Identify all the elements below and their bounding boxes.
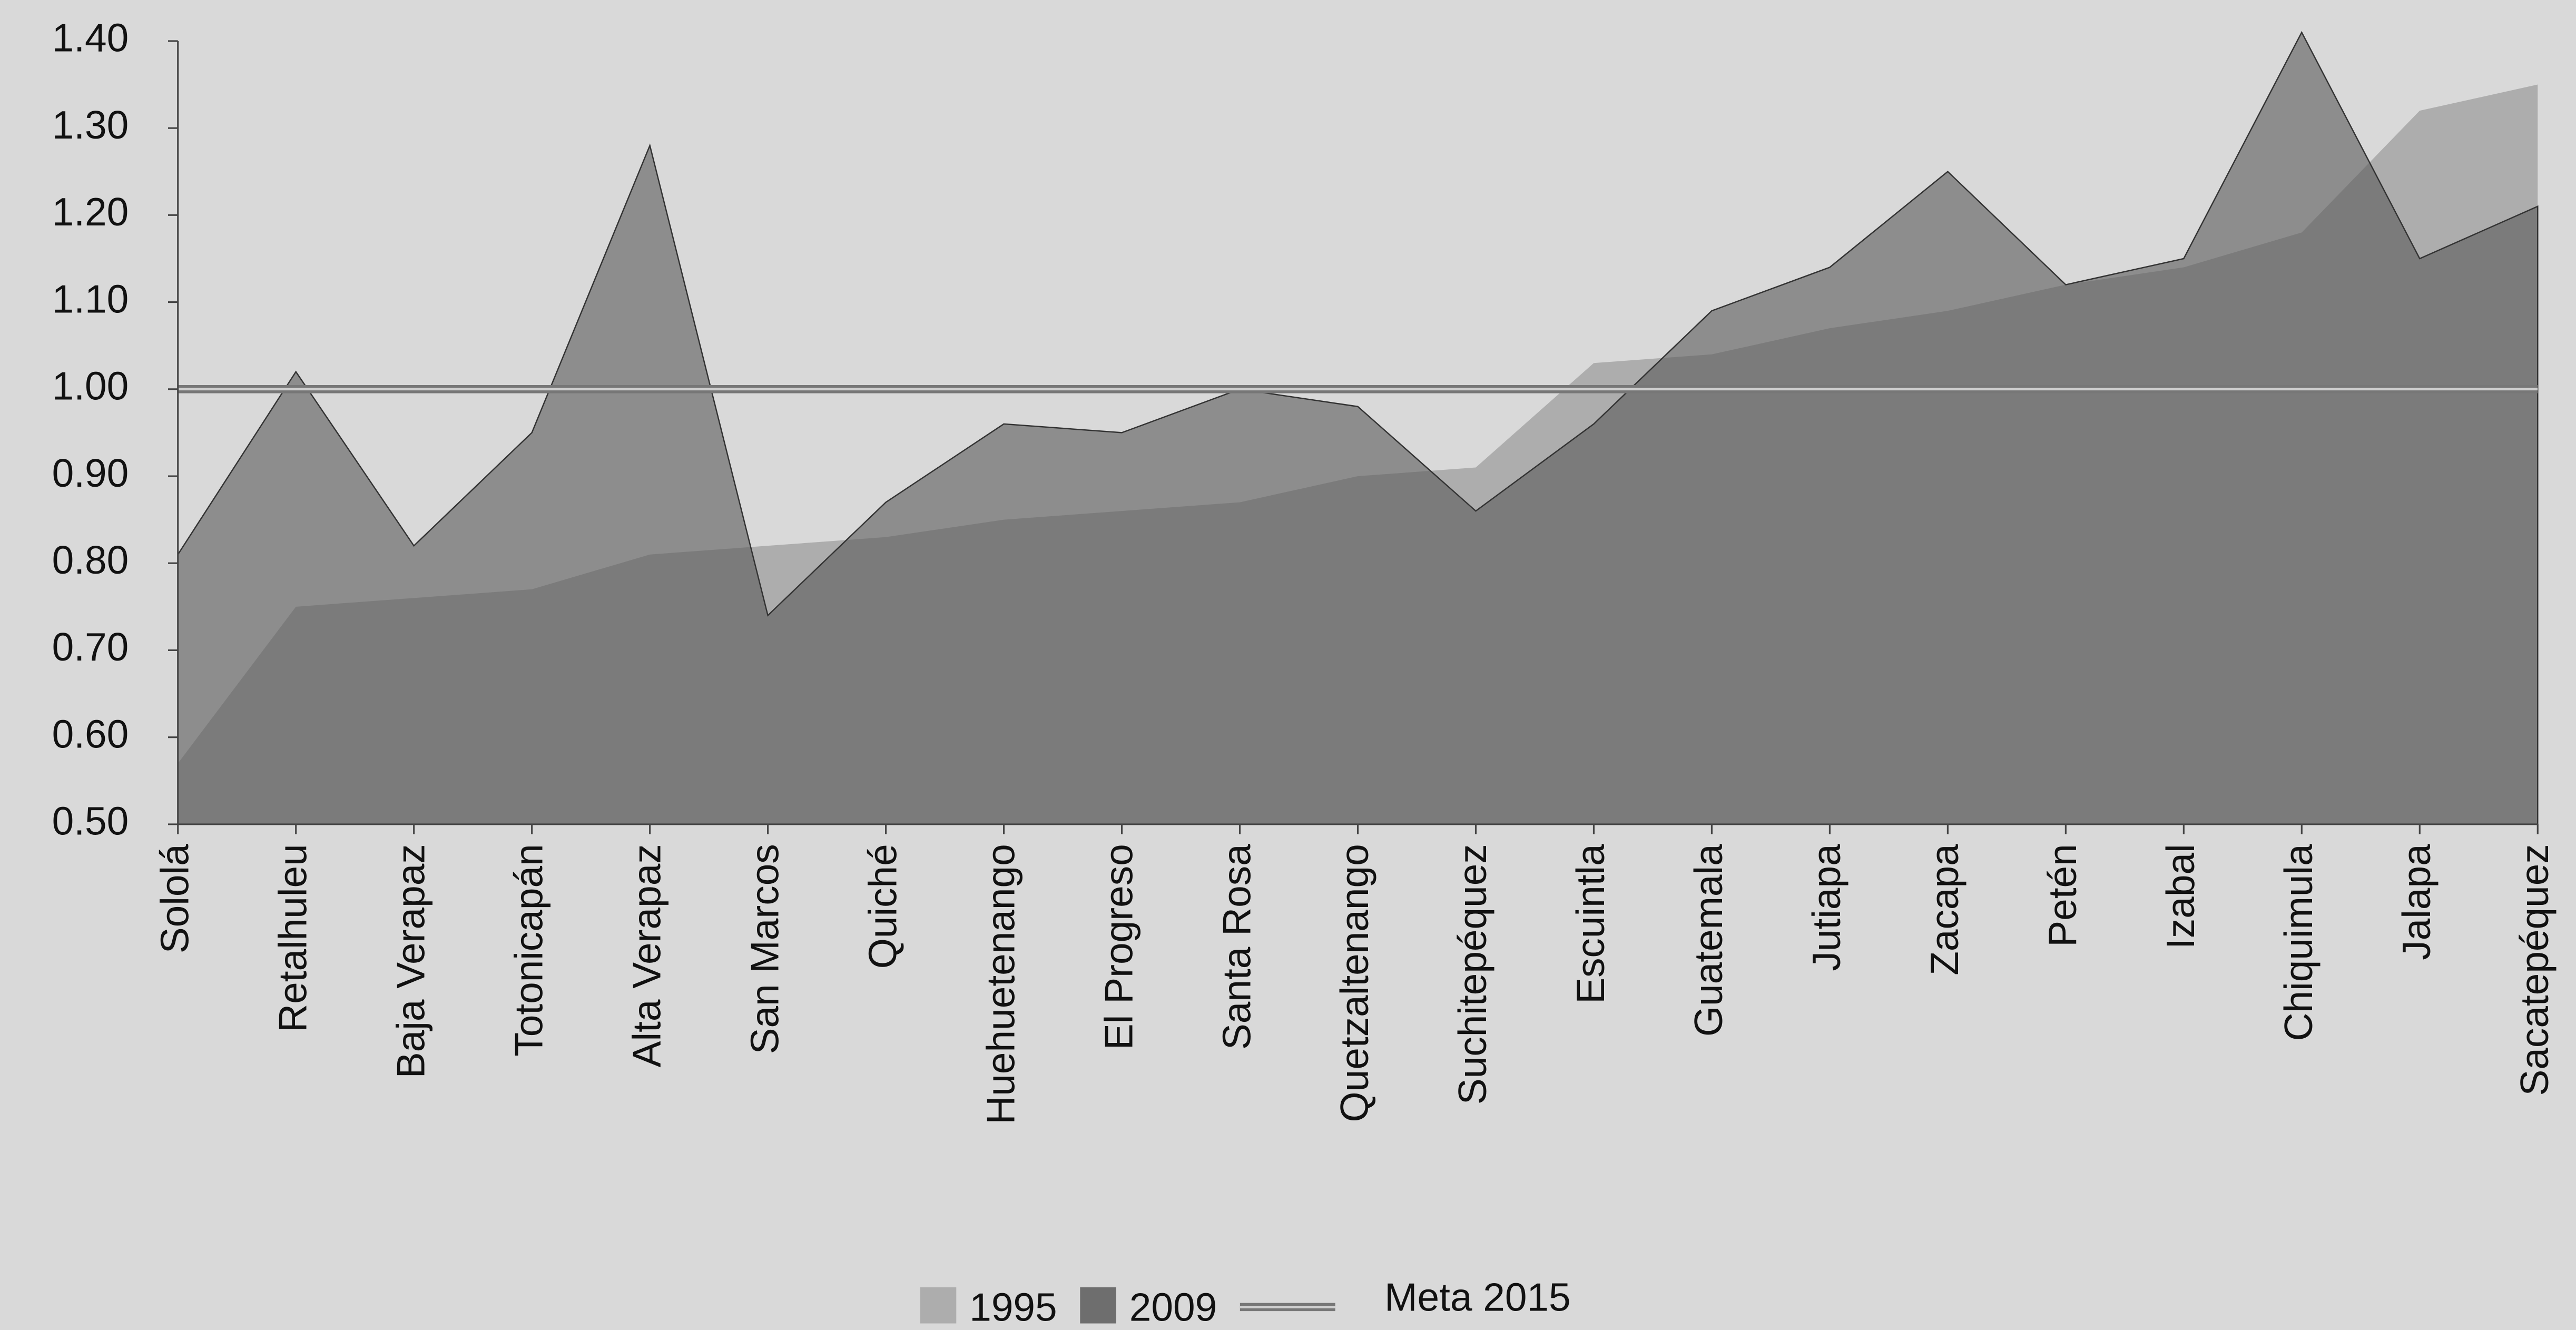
y-tick-label: 0.90: [52, 451, 129, 495]
x-tick-label: Sololá: [152, 844, 196, 953]
y-tick-label: 0.80: [52, 538, 129, 582]
x-tick-label: Izabal: [2158, 844, 2203, 949]
x-tick-label: Santa Rosa: [1214, 844, 1258, 1050]
legend-label: 2009: [1129, 1285, 1217, 1329]
y-tick-label: 0.60: [52, 712, 129, 756]
x-tick-label: Suchitepéquez: [1450, 844, 1495, 1105]
x-tick-label: Sacatepéquez: [2512, 844, 2557, 1096]
y-tick-label: 0.50: [52, 799, 129, 843]
legend-swatch: [1080, 1287, 1116, 1324]
y-tick-label: 1.10: [52, 277, 129, 321]
x-tick-label: Jutiapa: [1804, 844, 1849, 971]
legend-label: 1995: [969, 1285, 1057, 1329]
x-tick-label: Guatemala: [1686, 844, 1731, 1037]
x-tick-label: Escuintla: [1568, 844, 1613, 1004]
x-tick-label: Jalapa: [2394, 844, 2439, 960]
y-tick-label: 1.20: [52, 190, 129, 234]
y-tick-label: 1.40: [52, 16, 129, 60]
y-tick-label: 1.30: [52, 103, 129, 147]
x-tick-label: Retalhuleu: [270, 844, 314, 1032]
legend-swatch: [920, 1287, 957, 1324]
x-tick-label: San Marcos: [742, 844, 786, 1054]
x-tick-label: Quetzaltenango: [1332, 844, 1377, 1122]
x-tick-label: El Progreso: [1096, 844, 1140, 1050]
x-tick-label: Zacapa: [1922, 844, 1967, 976]
x-tick-label: Quiché: [860, 844, 904, 969]
legend-label: Meta 2015: [1384, 1275, 1570, 1319]
x-tick-label: Totonicapán: [506, 844, 550, 1056]
area: [177, 31, 2539, 825]
x-tick-label: Baja Verapaz: [388, 844, 432, 1078]
x-tick-label: Chiquimula: [2276, 844, 2321, 1041]
x-tick-label: Alta Verapaz: [624, 844, 668, 1067]
x-tick-label: Huehuetenango: [978, 844, 1022, 1124]
y-tick-label: 0.70: [52, 625, 129, 669]
x-tick-label: Petén: [2040, 844, 2085, 947]
y-tick-label: 1.00: [52, 364, 129, 408]
